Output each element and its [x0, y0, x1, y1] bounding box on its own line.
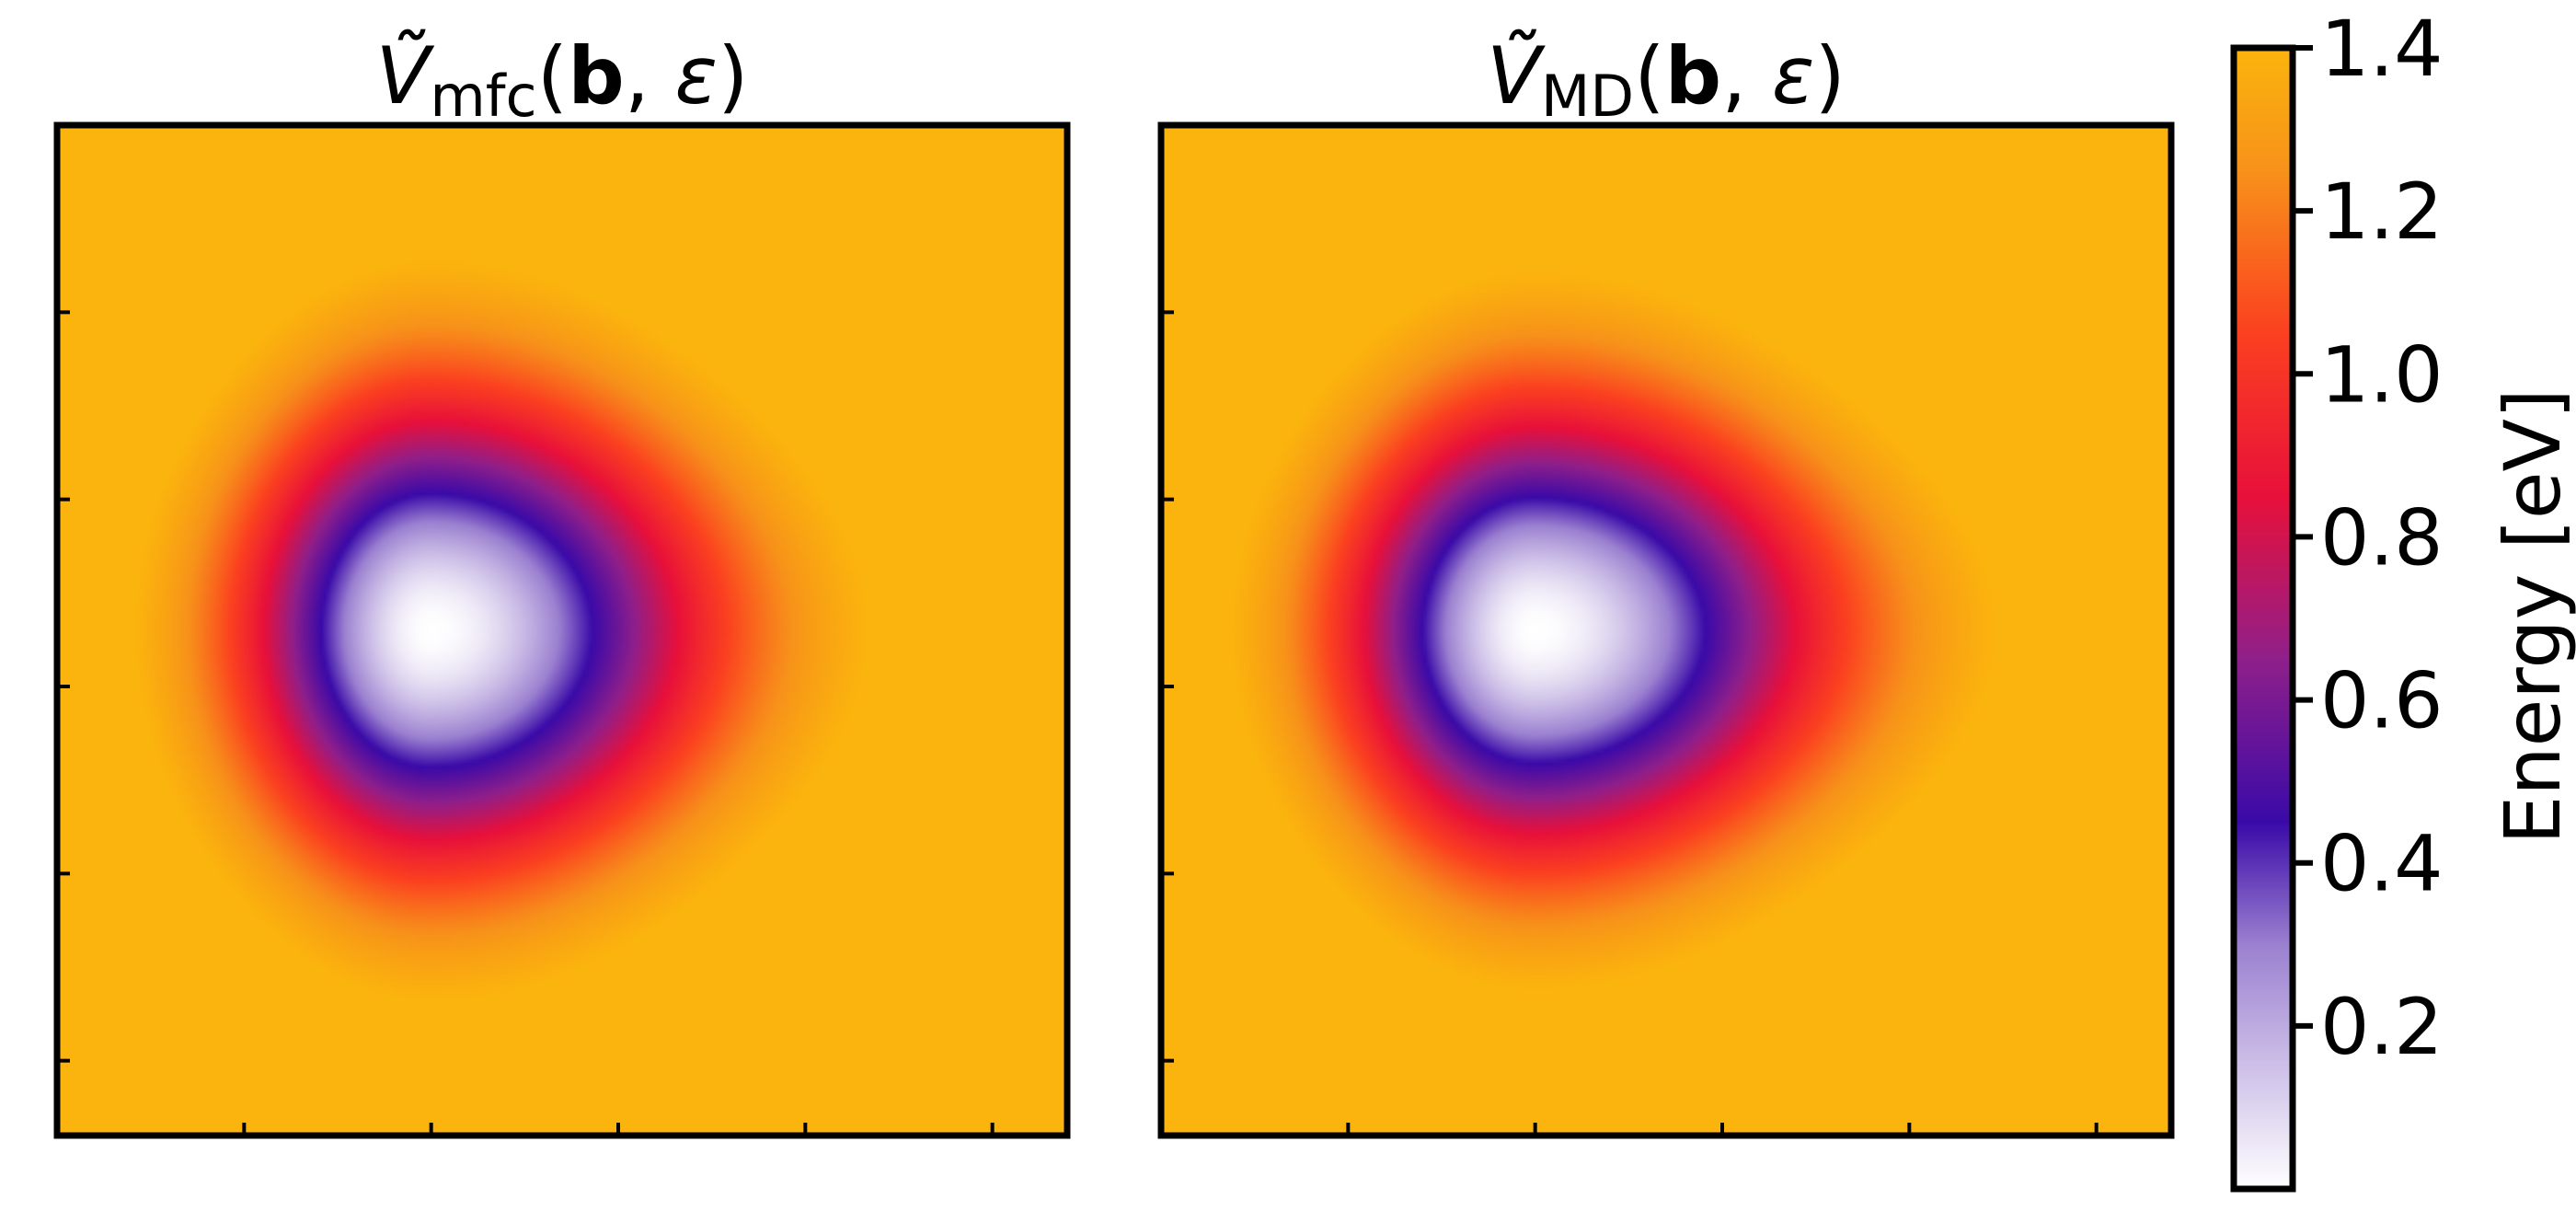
heatmap-image-mfc — [57, 125, 1067, 1136]
title-paren: ) — [1814, 30, 1846, 122]
colorbar-ticks: 0.2 0.4 0.6 0.8 1.0 1.2 1.4 — [2293, 4, 2444, 1072]
heatmap-panel-md: ṼMD(b, ε) — [1157, 29, 2175, 1139]
colorbar-label: Energy [eV] — [2488, 388, 2576, 844]
title-comma: , — [1721, 30, 1772, 122]
heatmap-ticks-md — [1161, 310, 2099, 1136]
title-arg-vector: b — [568, 30, 625, 122]
title-arg-strain: ε — [674, 30, 718, 122]
colorbar-tick-label: 0.4 — [2320, 819, 2444, 909]
colorbar-tick-label: 1.2 — [2320, 167, 2444, 257]
title-arg-vector: b — [1665, 30, 1722, 122]
title-subscript: mfc — [430, 63, 536, 130]
heatmap-ticks-mfc — [57, 310, 995, 1136]
colorbar-tick-label: 0.6 — [2320, 656, 2444, 746]
heatmap-frame-md — [1157, 121, 2175, 1139]
title-arg-strain: ε — [1772, 30, 1815, 122]
colorbar-gradient — [2230, 44, 2296, 1193]
colorbar-tick-label: 0.8 — [2320, 492, 2444, 582]
title-paren: ( — [537, 30, 569, 122]
colorbar-tick-label: 0.2 — [2320, 982, 2444, 1072]
title-symbol: Ṽ — [1487, 29, 1546, 122]
title-symbol: Ṽ — [375, 29, 434, 122]
title-paren: ) — [718, 30, 749, 122]
title-comma: , — [625, 30, 675, 122]
title-paren: ( — [1634, 30, 1665, 122]
heatmap-title-md: ṼMD(b, ε) — [1487, 29, 1846, 130]
heatmap-frame-mfc — [53, 121, 1071, 1139]
heatmap-title-mfc: Ṽmfc(b, ε) — [375, 29, 748, 130]
heatmap-image-md — [1161, 125, 2171, 1136]
colorbar: 0.2 0.4 0.6 0.8 1.0 1.2 1.4 Energy [eV] — [2230, 4, 2576, 1193]
heatmap-panel-mfc: Ṽmfc(b, ε) — [53, 29, 1071, 1139]
title-subscript: MD — [1541, 63, 1634, 130]
colorbar-tick-label: 1.0 — [2320, 329, 2444, 420]
colorbar-tick-label: 1.4 — [2320, 4, 2444, 94]
